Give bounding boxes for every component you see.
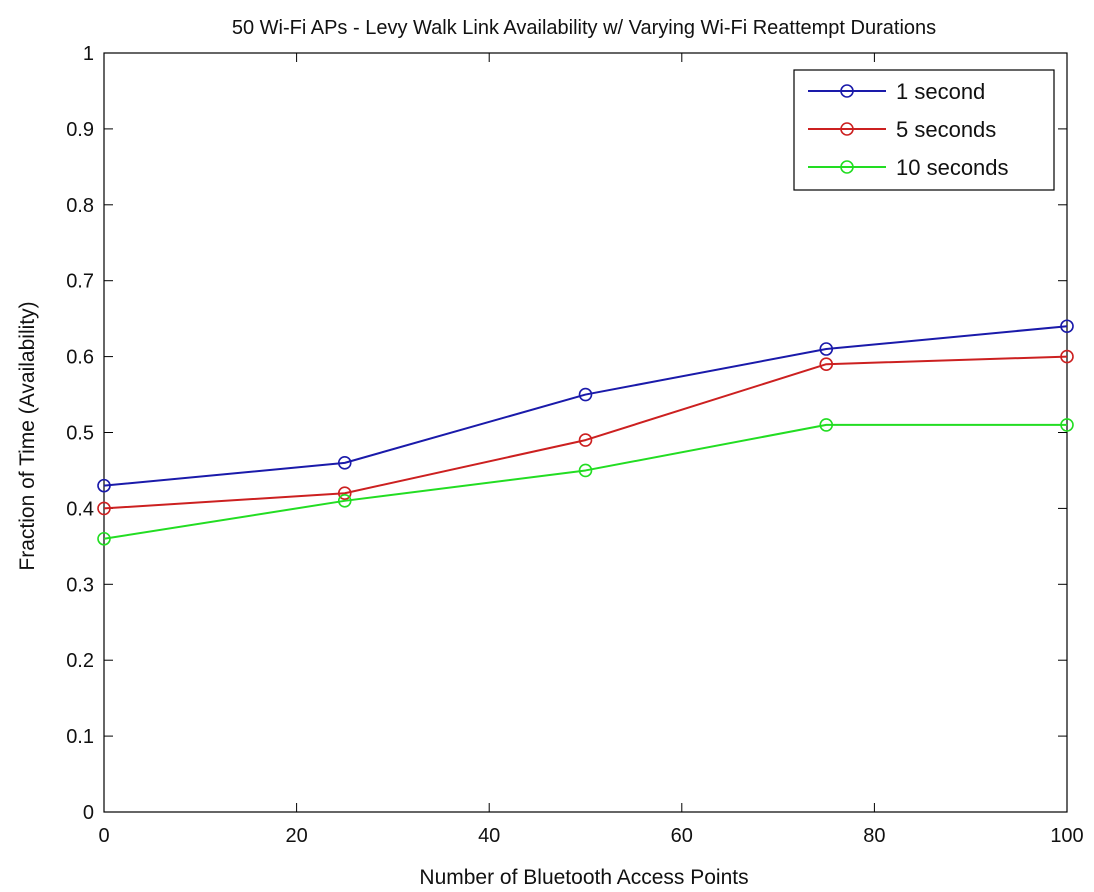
- series-1-point-2: [578, 433, 593, 447]
- y-tick-label-4: 0.4: [66, 498, 94, 520]
- series-2-point-4: [1060, 418, 1074, 432]
- series-2: [97, 418, 1074, 546]
- y-tick-label-7: 0.7: [66, 271, 94, 293]
- series-line-1: [103, 355, 1068, 510]
- series-0: [97, 319, 1074, 493]
- y-tick-label-10: 1: [83, 43, 94, 65]
- series-0-point-1: [337, 456, 352, 470]
- series-1-point-0: [97, 501, 111, 516]
- legend: 1 second 5 seconds 10 seconds: [793, 69, 1055, 191]
- series-0-point-4: [1060, 319, 1074, 334]
- series-lines: [97, 319, 1074, 546]
- y-tick-label-2: 0.2: [66, 650, 94, 672]
- series-1-point-3: [819, 357, 834, 371]
- series-0-point-3: [819, 342, 834, 356]
- series-1-point-1: [337, 486, 352, 501]
- x-tick-label-3: 60: [671, 825, 693, 847]
- y-tick-label-3: 0.3: [66, 574, 94, 596]
- series-2-point-0: [97, 531, 111, 546]
- legend-marker-2: [840, 160, 854, 174]
- x-tick-label-4: 80: [863, 825, 885, 847]
- y-tick-label-1: 0.1: [66, 726, 94, 748]
- x-axis-label: Number of Bluetooth Access Points: [419, 866, 748, 889]
- series-2-point-2: [578, 463, 593, 478]
- series-0-point-2: [578, 387, 593, 402]
- legend-marker-0: [840, 84, 854, 98]
- y-tick-label-5: 0.5: [66, 423, 94, 445]
- x-tick-label-1: 20: [285, 825, 307, 847]
- legend-label-0: 1 second: [896, 79, 985, 104]
- x-tick-label-0: 0: [98, 825, 109, 847]
- y-tick-label-0: 0: [83, 802, 94, 824]
- axis-ticks: 0 20 40 60 80 100 0 0.1 0.2 0.3 0.4 0.5 0.6 0.7 0.8 0.9…: [66, 43, 1084, 847]
- x-tick-label-2: 40: [478, 825, 500, 847]
- chart-title: 50 Wi-Fi APs - Levy Walk Link Availabili…: [232, 17, 936, 39]
- y-tick-label-9: 0.9: [66, 119, 94, 141]
- x-tick-label-5: 100: [1050, 825, 1083, 847]
- legend-marker-1: [840, 122, 854, 136]
- series-1: [97, 349, 1074, 516]
- legend-label-1: 5 seconds: [896, 117, 996, 142]
- series-1-point-4: [1060, 349, 1074, 364]
- y-tick-label-6: 0.6: [66, 347, 94, 369]
- series-line-0: [103, 325, 1068, 487]
- legend-label-2: 10 seconds: [896, 155, 1009, 180]
- y-tick-label-8: 0.8: [66, 195, 94, 217]
- series-2-point-3: [819, 418, 834, 432]
- series-2-point-1: [337, 494, 352, 508]
- y-axis-label: Fraction of Time (Availability): [16, 301, 39, 570]
- series-line-2: [103, 423, 1067, 540]
- series-0-point-0: [97, 478, 111, 493]
